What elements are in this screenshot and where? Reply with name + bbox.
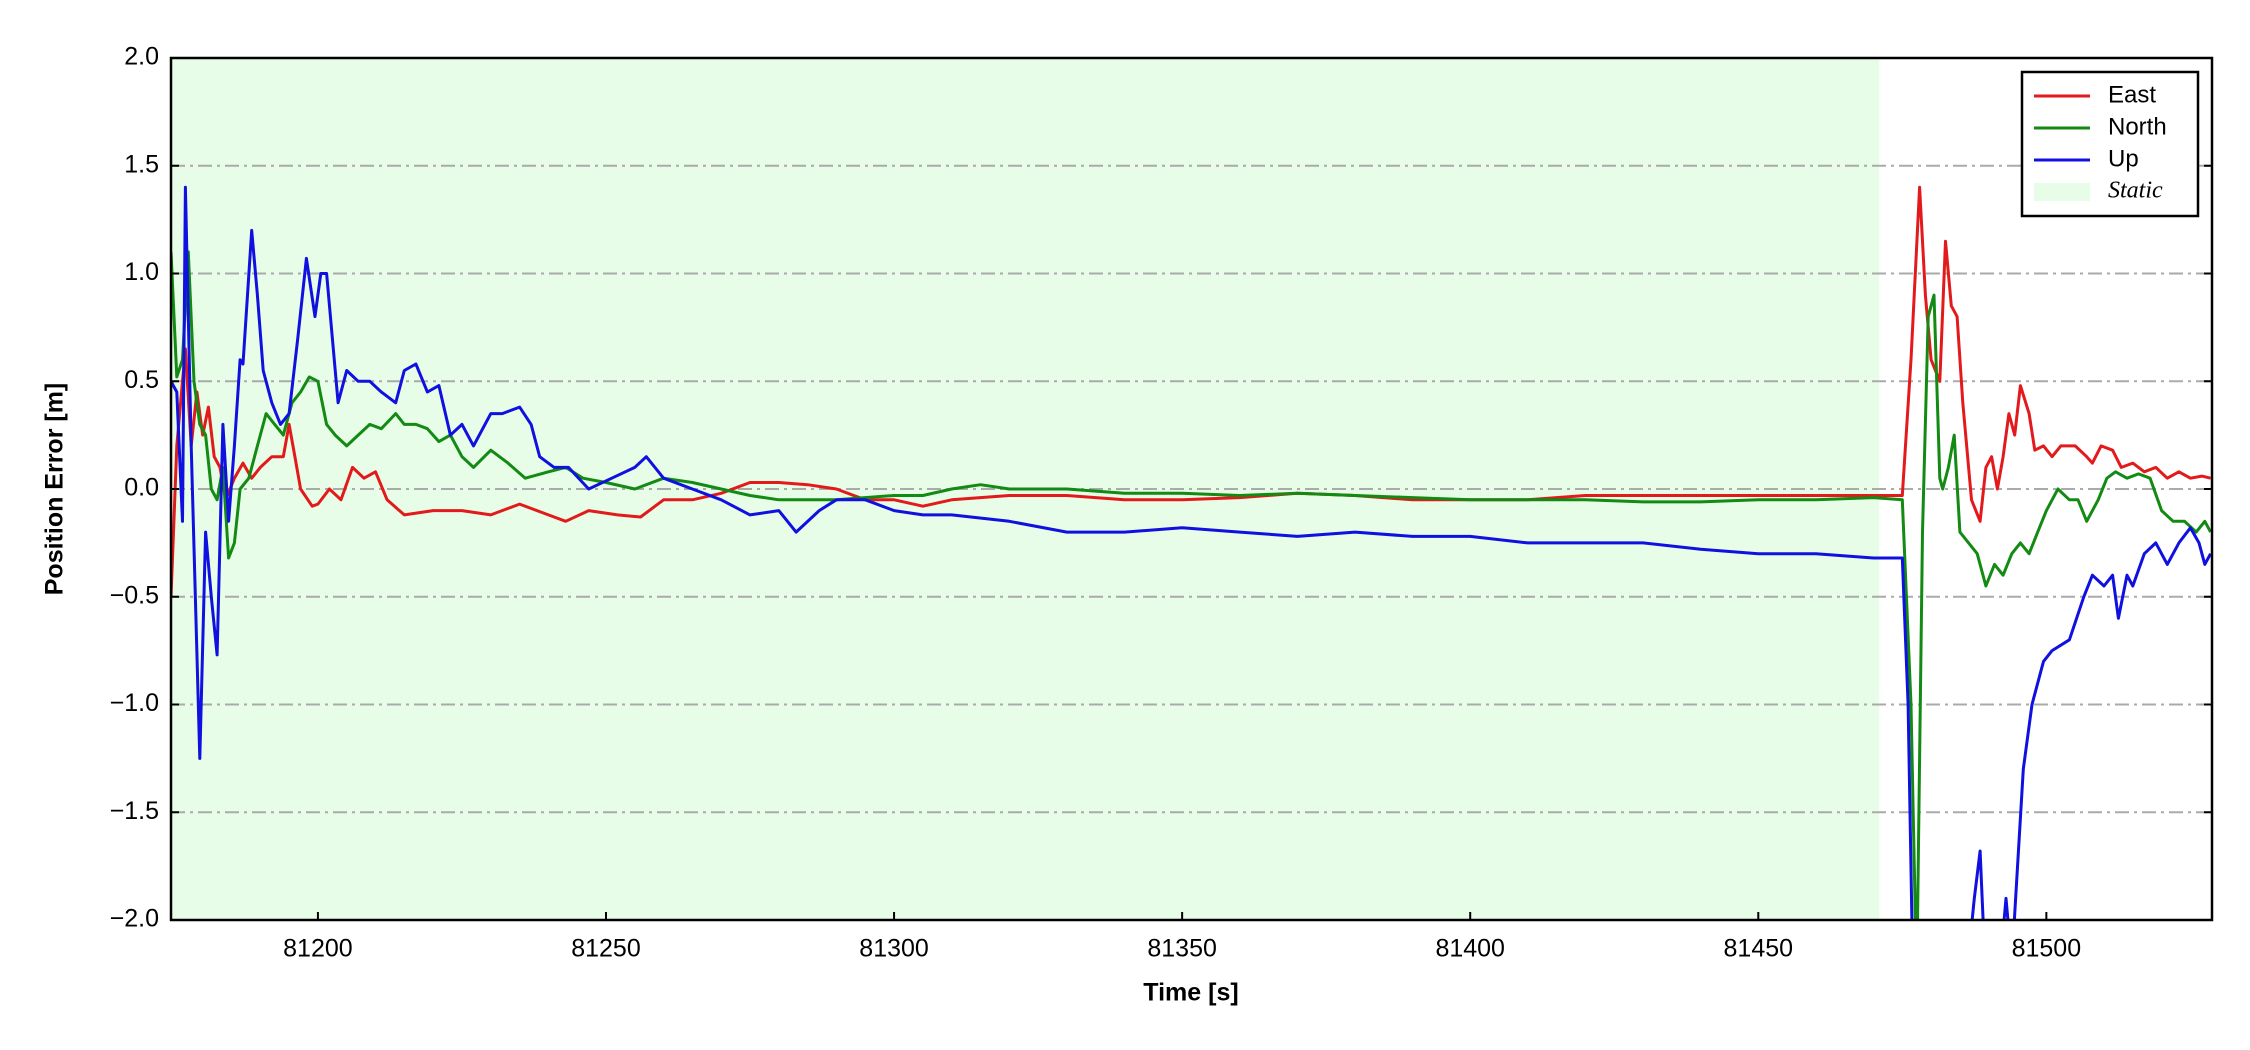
y-tick-label: 0.0 bbox=[124, 474, 159, 502]
legend-swatch bbox=[2034, 183, 2090, 201]
x-axis-label: Time [s] bbox=[1143, 979, 1238, 1007]
y-tick-label: 0.5 bbox=[124, 366, 159, 394]
legend-label: Up bbox=[2108, 145, 2139, 172]
x-tick-label: 81400 bbox=[1435, 935, 1505, 963]
series-line bbox=[171, 185, 2212, 920]
y-tick-label: 1.5 bbox=[124, 150, 159, 178]
series-line bbox=[171, 185, 2211, 597]
y-tick-label: 1.0 bbox=[124, 258, 159, 286]
x-tick-label: 81500 bbox=[2012, 935, 2082, 963]
x-tick-label: 81450 bbox=[1724, 935, 1794, 963]
x-tick-label: 81300 bbox=[859, 935, 929, 963]
legend-label: East bbox=[2108, 81, 2156, 108]
x-tick-label: 81200 bbox=[283, 935, 353, 963]
y-tick-label: −1.5 bbox=[110, 797, 159, 825]
legend-label: Static bbox=[2108, 178, 2163, 204]
x-tick-label: 81350 bbox=[1147, 935, 1217, 963]
legend-label: North bbox=[2108, 113, 2167, 140]
ticks: −2.0 −1.5 −1.0 −0.5 0.0 0.5 1.0 1.5 2.0 81200 8125… bbox=[110, 43, 2212, 963]
y-tick-label: 2.0 bbox=[124, 43, 159, 71]
y-tick-label: −2.0 bbox=[110, 905, 159, 933]
lines bbox=[171, 185, 2212, 920]
x-tick-label: 81250 bbox=[571, 935, 641, 963]
legend: East North Up Static bbox=[2020, 70, 2200, 218]
y-tick-label: −0.5 bbox=[110, 581, 159, 609]
y-tick-label: −1.0 bbox=[110, 689, 159, 717]
y-axis-label: Position Error [m] bbox=[41, 383, 69, 596]
